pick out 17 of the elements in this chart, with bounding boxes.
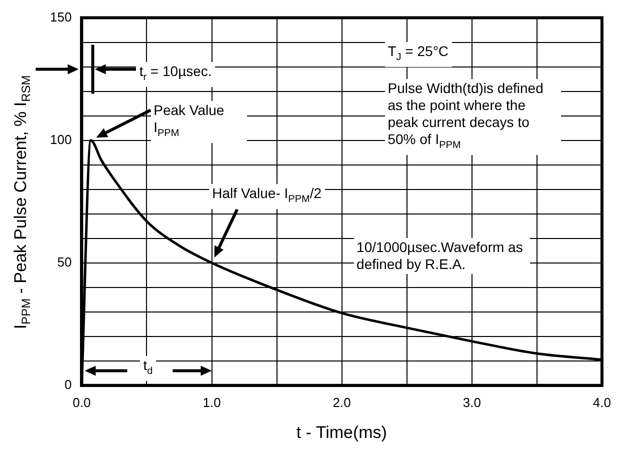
annotation: Half Value- I$_{PPM}$/2 [209, 184, 325, 210]
y-tick-label: 150 [50, 9, 72, 24]
x-tick-label: 3.0 [462, 394, 481, 410]
annotation: t$_{r}$ = 10µsec. [136, 62, 215, 87]
x-axis-title: t - Time(ms) [296, 423, 387, 444]
x-tick-label: 2.0 [332, 394, 351, 410]
y-tick-label: 0 [64, 376, 72, 392]
annotation: t$_{d}$ [140, 356, 156, 381]
x-tick-label: 4.0 [592, 394, 612, 410]
x-tick-label: 0.0 [72, 394, 91, 410]
annotation: 10/1000µsec.Waveform as defined by R.E.A. [354, 238, 530, 274]
y-tick-label: 100 [50, 132, 72, 147]
annotation: Peak Value I$_{PPM}$ [150, 101, 247, 143]
y-tick-label: 50 [57, 254, 72, 270]
annotation: T$_{J}$ = 25°C [384, 42, 452, 68]
annotation: Pulse Width(td)is defined as the point where the peak current decays to 50% of I$_{PPM}$ [384, 79, 561, 155]
x-tick-label: 1.0 [202, 394, 221, 410]
